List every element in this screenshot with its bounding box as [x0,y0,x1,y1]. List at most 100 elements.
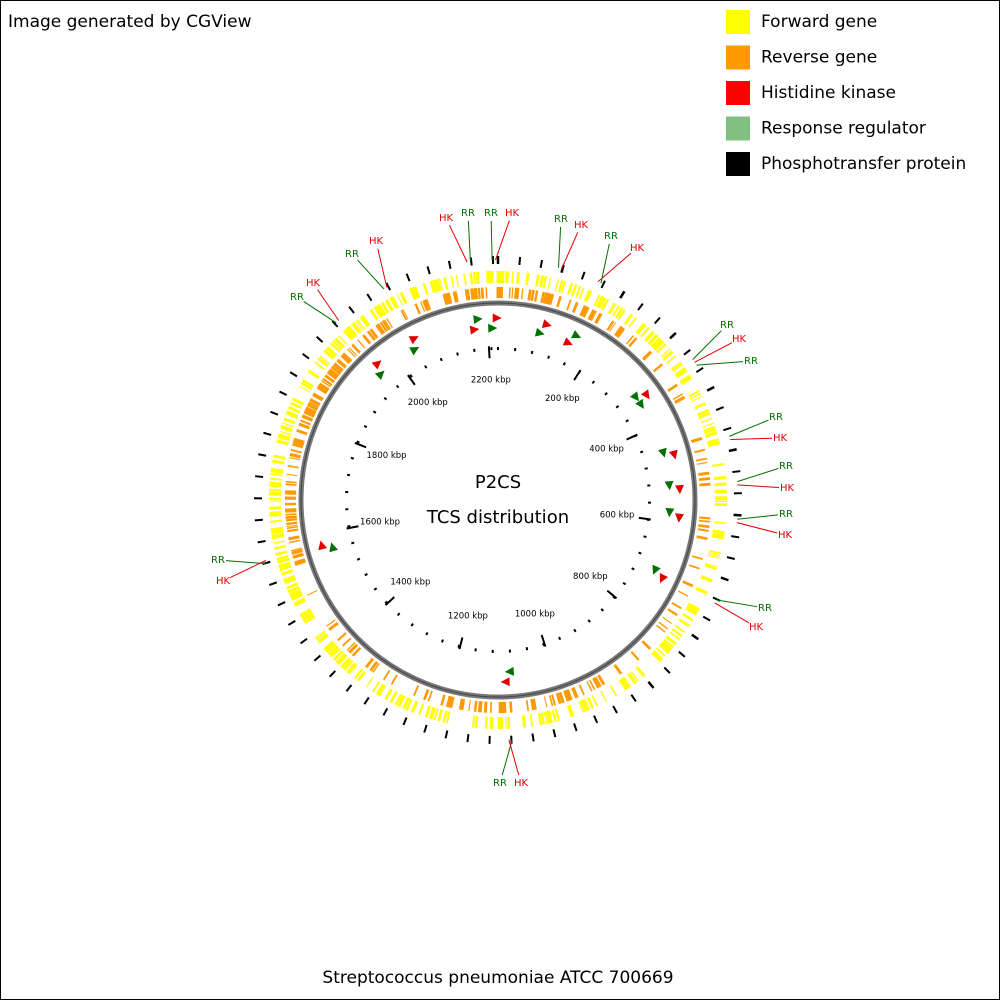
forward-gene [666,355,677,364]
forward-gene [707,438,720,444]
forward-gene [578,701,584,713]
reverse-gene [558,691,565,704]
reverse-gene [616,327,624,338]
callout-label: RR [779,461,793,472]
reverse-gene [351,343,361,354]
reverse-gene [609,322,617,332]
legend-label: Reverse gene [761,48,877,68]
reverse-gene [324,374,335,384]
scale-dot [363,424,368,429]
scale-major-tick [487,346,491,359]
forward-gene [359,315,370,328]
reverse-gene [420,301,426,313]
forward-gene [338,335,348,345]
forward-gene [286,583,299,590]
reverse-gene [346,642,356,651]
scale-dot [364,572,368,577]
reverse-gene [588,309,596,321]
forward-gene [270,469,283,474]
outer-tick [573,723,578,732]
callout-line [467,220,471,262]
reverse-gene [474,288,479,300]
reverse-gene [285,508,297,511]
reverse-gene [625,335,635,345]
reverse-gene [511,287,514,299]
callout-label: RR [484,208,498,219]
outer-tick [678,650,686,658]
forward-gene [669,631,681,641]
forward-gene [370,308,379,320]
legend-swatch [726,116,750,141]
forward-gene [545,711,551,724]
reverse-gene [300,419,311,426]
reverse-gene [328,368,339,378]
forward-gene [685,607,697,616]
reverse-gene [447,696,453,708]
forward-gene [278,433,291,438]
reverse-gene [382,320,390,331]
outer-tick [444,730,449,739]
outer-tick [691,633,700,641]
outer-tick [313,654,322,662]
forward-gene [507,716,511,729]
forward-gene [689,392,702,400]
reverse-gene [369,328,379,339]
forward-gene [672,363,683,372]
forward-gene [445,711,451,724]
reverse-gene [452,291,458,303]
tcs-marker [374,370,385,381]
outer-tick [270,410,279,416]
scale-dot [625,419,629,423]
reverse-gene [696,461,708,465]
forward-gene [674,624,686,634]
callout-line [600,243,610,284]
scale-dot [525,647,529,651]
forward-gene [318,634,329,644]
forward-gene [314,630,326,640]
reverse-gene [402,309,409,320]
callout-line [694,342,733,363]
scale-dot [395,384,400,389]
reverse-gene [376,323,386,334]
forward-gene [278,561,291,568]
forward-gene [334,338,344,349]
tcs-marker [571,330,582,339]
forward-gene [652,339,664,350]
forward-gene [679,374,691,383]
forward-gene [583,289,591,302]
forward-gene [568,704,575,717]
legend-label: Phosphotransfer protein [761,154,966,174]
forward-gene [516,271,520,284]
forward-gene [316,632,327,641]
forward-gene [373,307,382,318]
forward-gene [299,385,310,393]
reverse-gene [477,701,481,713]
forward-gene [598,296,606,309]
reverse-gene [390,674,398,685]
callout-label: RR [461,208,475,219]
reverse-gene [289,452,302,458]
outer-tick [254,518,263,522]
forward-gene [682,612,694,622]
scale-major-tick [458,637,464,650]
reverse-gene [530,699,534,711]
forward-gene [429,280,436,293]
forward-gene [300,609,312,618]
reverse-gene [697,528,709,532]
forward-gene [648,335,659,346]
forward-gene [410,287,418,300]
forward-gene [282,422,294,428]
forward-gene [356,319,365,330]
scale-label: 1000 kbp [515,610,555,620]
reverse-gene [424,299,432,311]
callout-label: HK [778,530,793,541]
forward-gene [376,683,385,696]
forward-gene [269,484,282,488]
callout-label: HK [630,243,645,254]
forward-gene [685,606,698,615]
tcs-marker [329,542,339,553]
forward-gene [702,422,714,428]
forward-gene [356,670,367,682]
reverse-gene [292,552,304,559]
reverse-gene [546,293,552,305]
